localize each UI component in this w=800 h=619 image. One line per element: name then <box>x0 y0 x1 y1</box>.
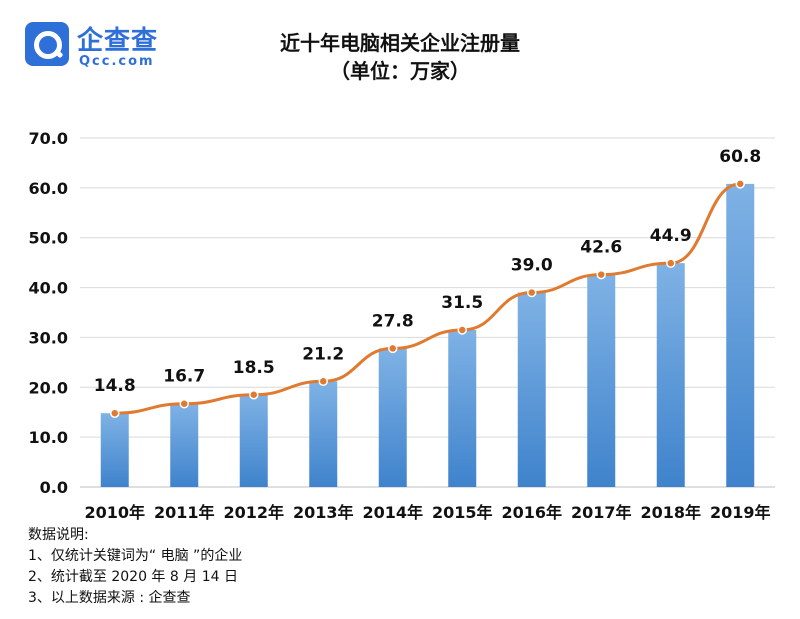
data-notes: 数据说明: 1、仅统计关键词为“ 电脑 ”的企业 2、统计截至 2020 年 8… <box>28 525 242 609</box>
data-label: 18.5 <box>233 358 275 378</box>
y-tick-label: 30.0 <box>29 328 68 347</box>
chart-subtitle: （单位：万家） <box>330 59 470 83</box>
line-marker <box>666 258 676 268</box>
y-tick-label: 60.0 <box>29 179 68 198</box>
bar <box>309 381 338 487</box>
magnifier-icon <box>25 22 69 66</box>
chart-title: 近十年电脑相关企业注册量 <box>280 31 520 55</box>
note-item-3: 3、以上数据来源 : 企查查 <box>28 590 191 606</box>
bars <box>100 183 755 487</box>
bar <box>239 394 268 487</box>
line-marker <box>388 343 398 354</box>
data-label: 39.0 <box>511 256 553 276</box>
bar <box>170 403 199 487</box>
data-label: 42.6 <box>580 238 622 258</box>
x-tick-label: 2011年 <box>154 503 215 522</box>
data-label: 14.8 <box>94 376 136 396</box>
x-tick-label: 2017年 <box>571 503 632 522</box>
bar-line-chart: 14.8 16.7 18.5 21.2 27.8 31.5 39.0 42.6 44.9 60.8… <box>29 129 775 522</box>
bar <box>587 274 616 487</box>
note-item-1: 1、仅统计关键词为“ 电脑 ”的企业 <box>28 548 243 564</box>
bar <box>656 263 685 487</box>
line-marker <box>735 179 745 189</box>
trend-line-path <box>114 182 741 415</box>
y-tick-label: 20.0 <box>29 378 68 397</box>
bar <box>100 413 129 487</box>
line-marker <box>527 287 537 298</box>
logo-domain: Qcc.com <box>79 54 155 69</box>
x-tick-label: 2018年 <box>640 503 701 522</box>
x-tick-label: 2012年 <box>223 503 284 522</box>
line-marker <box>179 398 189 409</box>
line-marker <box>596 269 606 280</box>
line-marker <box>318 376 328 387</box>
data-label: 27.8 <box>372 311 414 331</box>
x-tick-label: 2010年 <box>84 503 145 522</box>
data-label: 31.5 <box>441 293 483 313</box>
y-tick-label: 0.0 <box>40 478 68 497</box>
y-tick-label: 40.0 <box>29 279 68 298</box>
notes-heading: 数据说明: <box>28 527 89 543</box>
x-tick-label: 2013年 <box>293 503 354 522</box>
bar <box>448 329 477 487</box>
x-tick-label: 2015年 <box>432 503 493 522</box>
qcc-logo: 企查查 Qcc.com <box>25 18 185 78</box>
data-label: 16.7 <box>163 367 205 387</box>
y-tick-label: 50.0 <box>29 229 68 248</box>
data-label: 21.2 <box>302 344 344 364</box>
bar <box>517 292 546 487</box>
data-label: 60.8 <box>719 147 761 167</box>
bar <box>726 183 755 487</box>
data-label: 44.9 <box>650 226 692 246</box>
x-tick-label: 2016年 <box>501 503 562 522</box>
line-marker <box>110 408 120 418</box>
x-tick-label: 2019年 <box>710 503 771 522</box>
y-tick-label: 10.0 <box>29 428 68 447</box>
x-tick-label: 2014年 <box>362 503 423 522</box>
trend-line <box>110 179 745 418</box>
bar <box>378 348 407 487</box>
axis-labels: 0.0 10.0 20.0 30.0 40.0 50.0 60.0 70.0 2010年 2011… <box>29 129 771 522</box>
note-item-2: 2、统计截至 2020 年 8 月 14 日 <box>28 569 238 585</box>
line-marker <box>249 390 259 400</box>
logo-name: 企查查 <box>77 26 159 56</box>
data-labels: 14.8 16.7 18.5 21.2 27.8 31.5 39.0 42.6 44.9 60.8 <box>94 147 761 396</box>
line-marker <box>457 325 467 335</box>
y-tick-label: 70.0 <box>29 129 68 148</box>
